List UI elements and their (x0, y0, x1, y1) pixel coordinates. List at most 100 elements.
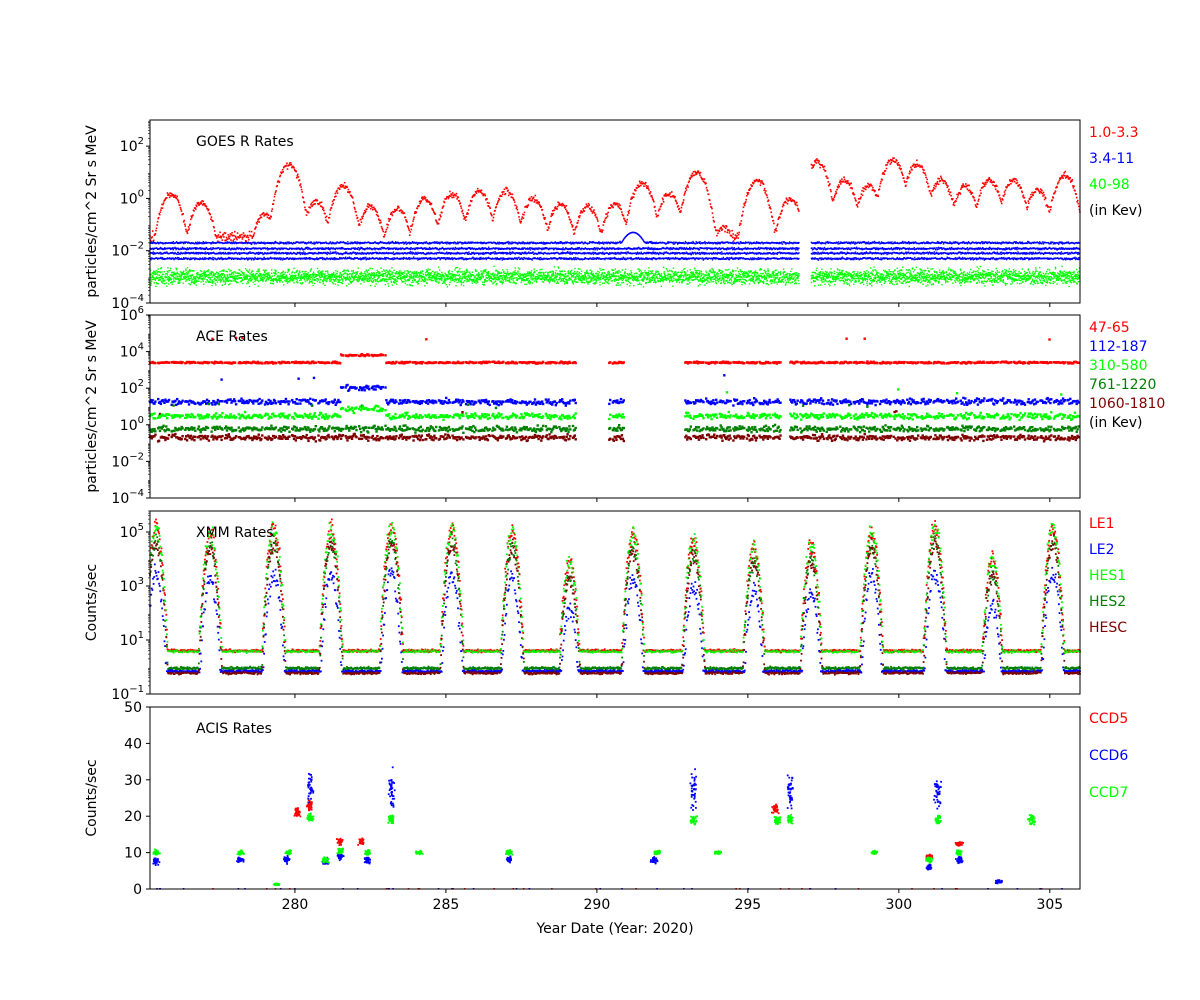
goes-1.0-3.3-point (296, 177, 298, 179)
goes-40-98-point (338, 279, 339, 280)
goes-40-98-point (227, 279, 228, 280)
goes-1.0-3.3-point (432, 209, 434, 211)
goes-3.4-11-point (202, 257, 203, 258)
goes-1.0-3.3-point (412, 220, 414, 222)
goes-40-98-point (225, 282, 226, 283)
goes-40-98-point (425, 278, 426, 279)
goes-1.0-3.3-point (223, 236, 225, 238)
goes-40-98-point (175, 275, 176, 276)
goes-1.0-3.3-point (251, 231, 253, 233)
goes-40-98-point (391, 267, 392, 268)
goes-1.0-3.3-point (386, 229, 388, 231)
goes-40-98-point (302, 271, 303, 272)
goes-40-98-point (461, 284, 462, 285)
goes-40-98-point (409, 280, 410, 281)
goes-1.0-3.3-point (328, 222, 330, 224)
goes-1.0-3.3-point (391, 212, 393, 214)
goes-40-98-point (454, 281, 455, 282)
goes-3.4-11-point (287, 243, 288, 244)
goes-1.0-3.3-point (168, 194, 170, 196)
goes-40-98-point (440, 274, 441, 275)
goes-40-98-point (176, 269, 177, 270)
goes-40-98-point (167, 274, 168, 275)
goes-3.4-11-point (347, 241, 348, 242)
goes-40-98-point (356, 273, 357, 274)
goes-1.0-3.3-point (463, 215, 465, 217)
goes-40-98-point (287, 272, 288, 273)
goes-40-98-point (392, 284, 393, 285)
goes-40-98-point (188, 276, 189, 277)
goes-1.0-3.3-point (228, 234, 230, 236)
goes-40-98-point (485, 279, 486, 280)
goes-40-98-point (247, 277, 248, 278)
goes-40-98-point (342, 279, 343, 280)
goes-40-98-point (209, 275, 210, 276)
goes-1.0-3.3-point (236, 237, 238, 239)
goes-1.0-3.3-point (362, 215, 364, 217)
goes-1.0-3.3-point (378, 216, 380, 218)
goes-1.0-3.3-point (242, 238, 244, 240)
goes-1.0-3.3-point (268, 214, 270, 216)
goes-1.0-3.3-point (484, 194, 486, 196)
goes-40-98-point (295, 275, 296, 276)
goes-40-98-point (330, 280, 331, 281)
goes-40-98-point (183, 272, 184, 273)
goes-40-98-point (315, 279, 316, 280)
goes-1.0-3.3-point (272, 208, 274, 210)
goes-40-98-point (211, 285, 212, 286)
goes-40-98-point (159, 275, 160, 276)
goes-40-98-point (387, 271, 388, 272)
goes-1.0-3.3-point (359, 224, 361, 226)
goes-1.0-3.3-point (211, 216, 213, 218)
goes-3.4-11-point (286, 243, 287, 244)
goes-1.0-3.3-point (335, 196, 337, 198)
goes-40-98-point (373, 280, 374, 281)
goes-40-98-point (461, 282, 462, 283)
goes-3.4-11-point (488, 247, 489, 248)
goes-40-98-point (458, 281, 459, 282)
goes-40-98-point (452, 271, 453, 272)
goes-1.0-3.3-point (452, 192, 454, 194)
goes-40-98-point (223, 271, 224, 272)
goes-1.0-3.3-point (242, 236, 244, 238)
goes-1.0-3.3-point (445, 198, 447, 200)
goes-1.0-3.3-point (354, 208, 356, 210)
goes-40-98-point (307, 274, 308, 275)
goes-40-98-point (400, 275, 401, 276)
goes-40-98-point (381, 271, 382, 272)
goes-40-98-point (430, 274, 431, 275)
goes-40-98-point (446, 284, 447, 285)
goes-40-98-point (312, 278, 313, 279)
goes-40-98-point (404, 272, 405, 273)
goes-40-98-point (251, 280, 252, 281)
goes-40-98-point (358, 268, 359, 269)
goes-1.0-3.3-point (201, 203, 203, 205)
goes-1.0-3.3-point (274, 194, 276, 196)
goes-40-98-point (259, 270, 260, 271)
goes-40-98-point (208, 271, 209, 272)
goes-40-98-point (368, 269, 369, 270)
goes-40-98-point (234, 277, 235, 278)
goes-40-98-point (411, 275, 412, 276)
goes-40-98-point (379, 277, 380, 278)
goes-1.0-3.3-point (357, 217, 359, 219)
goes-1.0-3.3-point (439, 218, 441, 220)
goes-1.0-3.3-point (385, 231, 387, 233)
goes-40-98-point (396, 284, 397, 285)
goes-40-98-point (487, 280, 488, 281)
goes-3.4-11-point (405, 241, 406, 242)
goes-3.4-11-point (468, 251, 469, 252)
goes-40-98-point (390, 271, 391, 272)
goes-1.0-3.3-point (208, 209, 210, 211)
goes-3.4-11-point (388, 241, 389, 242)
goes-1.0-3.3-point (280, 175, 282, 177)
goes-40-98-point (270, 283, 271, 284)
goes-40-98-point (488, 271, 489, 272)
goes-40-98-point (166, 282, 167, 283)
goes-1.0-3.3-point (227, 238, 229, 240)
goes-1.0-3.3-point (232, 240, 234, 242)
goes-40-98-point (354, 278, 355, 279)
goes-40-98-point (409, 278, 410, 279)
goes-40-98-point (155, 280, 156, 281)
goes-40-98-point (253, 273, 254, 274)
